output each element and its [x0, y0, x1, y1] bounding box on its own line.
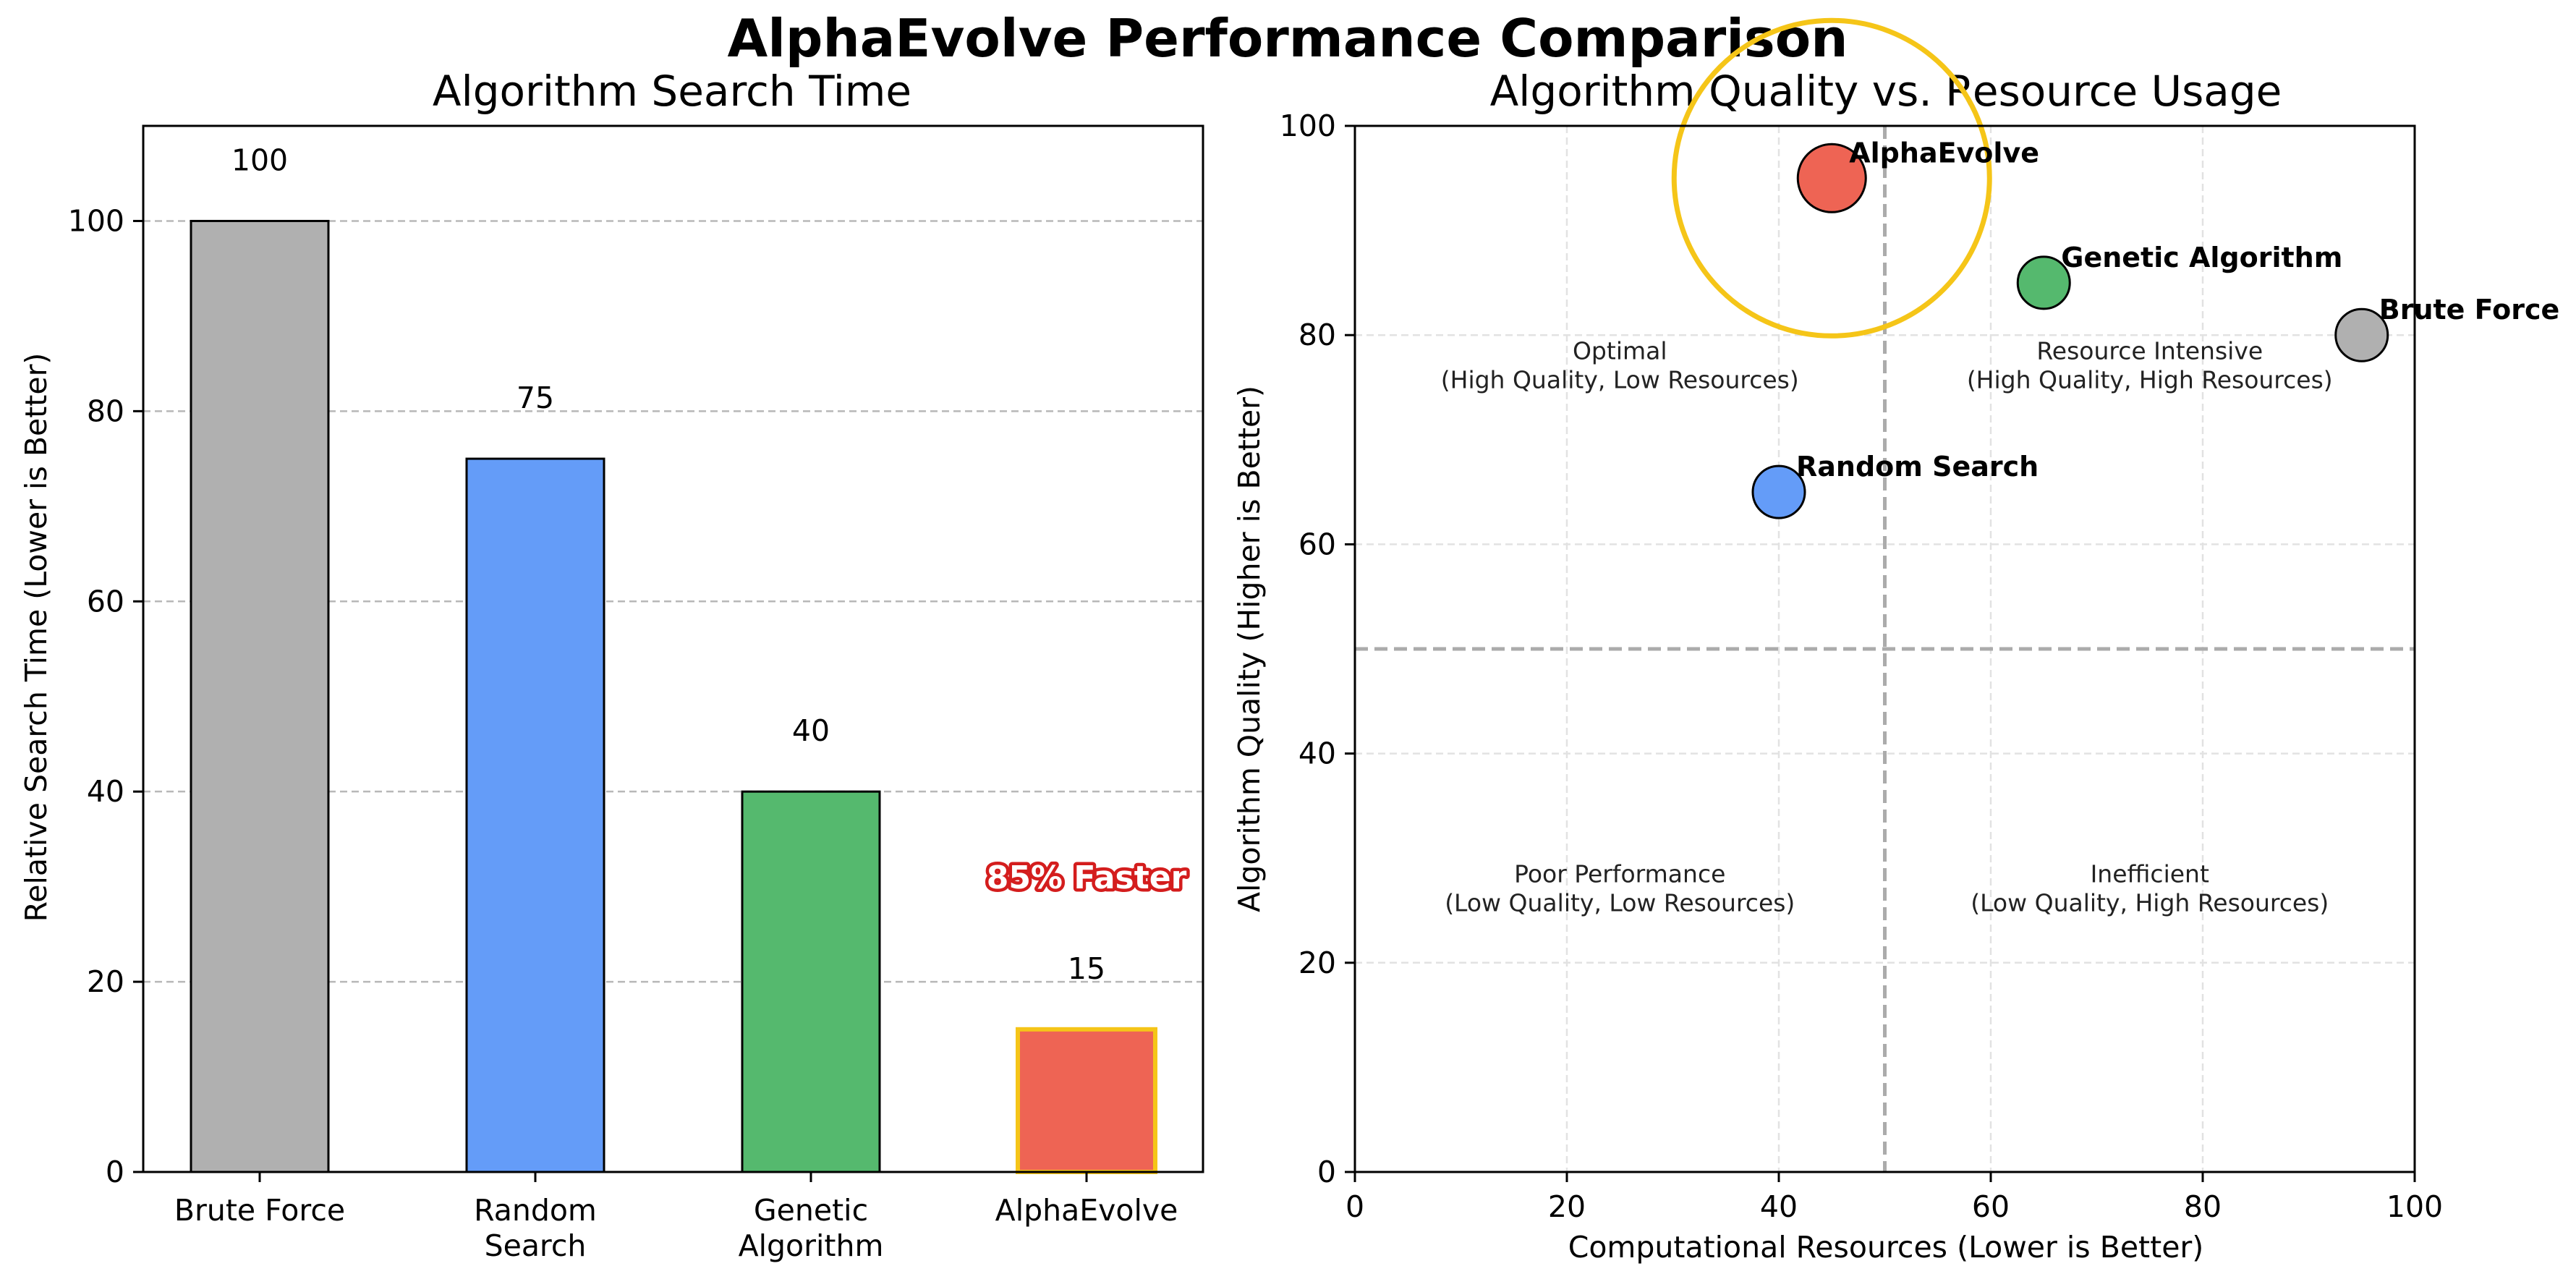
bar-chart-x-tick-label: Random Search [474, 1193, 597, 1263]
scatter-chart-ticks: 0 20 40 60 80 100 0 20 40 60 80 100 [1280, 109, 2443, 1224]
scatter-chart-quadrant-labels: Optimal (High Quality, Low Resources) Reso… [1441, 337, 2333, 917]
scatter-chart-gridlines [1355, 126, 2415, 1172]
scatter-point [2334, 307, 2389, 362]
bar [741, 790, 881, 1173]
scatter-chart-y-tick-label: 60 [1298, 527, 1336, 561]
quadrant-label-line: (Low Quality, Low Resources) [1445, 889, 1795, 917]
bar [465, 457, 605, 1173]
quadrant-label: Inefficient (Low Quality, High Resources) [1971, 860, 2329, 917]
scatter-chart-y-tick-label: 40 [1298, 736, 1336, 771]
scatter-point-label: Genetic Algorithm [2061, 242, 2342, 273]
scatter-chart-plot-frame [1353, 124, 2416, 1173]
bar [1016, 1027, 1157, 1175]
bar-chart-panel: Algorithm Search Time Relative Search Ti… [19, 67, 1204, 1263]
scatter-chart-y-axis-label: Algorithm Quality (Higher is Better) [1232, 386, 1267, 912]
bar-chart-x-tick-label-line: Search [485, 1228, 587, 1263]
scatter-chart-x-tick-label: 80 [2184, 1189, 2222, 1224]
quadrant-label-line: Optimal [1573, 337, 1667, 365]
scatter-chart-x-tick-label: 40 [1760, 1189, 1798, 1224]
bar-chart-y-tick-label: 60 [87, 584, 124, 619]
scatter-chart-x-axis-label: Computational Resources (Lower is Better… [1568, 1230, 2204, 1265]
bar-chart-x-tick-label: Genetic Algorithm [739, 1193, 884, 1263]
bar-chart-y-tick-label: 40 [87, 774, 124, 809]
bar-chart-x-tick-label-line: Genetic [754, 1193, 868, 1228]
bar-chart-x-tick-label-line: AlphaEvolve [995, 1193, 1178, 1228]
bar-chart-ticks: 0 20 40 60 80 100 Brute Force Random Search Genet… [68, 203, 1178, 1263]
scatter-point-label: Random Search [1796, 451, 2039, 483]
quadrant-label: Resource Intensive (High Quality, High Re… [1967, 337, 2333, 394]
bar-chart-plot-frame [142, 124, 1204, 1173]
bar-chart-x-tick-label: AlphaEvolve [995, 1193, 1178, 1228]
quadrant-label-line: (High Quality, Low Resources) [1441, 366, 1799, 394]
scatter-chart-x-tick-label: 100 [2386, 1189, 2443, 1224]
quadrant-label-line: Poor Performance [1514, 860, 1725, 888]
bar [190, 219, 330, 1173]
scatter-point [1751, 464, 1806, 519]
scatter-chart-y-tick-label: 0 [1317, 1155, 1336, 1189]
scatter-point [1796, 143, 1867, 213]
scatter-chart-panel: Algorithm Quality vs. Resource Usage Alg… [1232, 17, 2560, 1265]
scatter-point [2016, 255, 2071, 310]
bar-chart-x-tick-label-line: Algorithm [739, 1228, 884, 1263]
bar-chart-x-tick-label-line: Random [474, 1193, 597, 1228]
speedup-annotation: 85% Faster [987, 859, 1187, 896]
scatter-chart-x-tick-label: 0 [1346, 1189, 1364, 1224]
figure-title: AlphaEvolve Performance Comparison [728, 8, 1848, 69]
scatter-chart-x-tick-label: 20 [1548, 1189, 1586, 1224]
bar-chart-x-tick-label: Brute Force [174, 1193, 345, 1228]
bar-chart-y-tick-label: 20 [87, 964, 124, 999]
quadrant-label-line: (High Quality, High Resources) [1967, 366, 2333, 394]
scatter-chart-title: Algorithm Quality vs. Resource Usage [1490, 67, 2282, 116]
bar-value-label: 100 [231, 143, 288, 177]
bar-chart-y-tick-label: 80 [87, 394, 124, 428]
bar-chart-bars: 100 75 40 15 [190, 143, 1157, 1175]
scatter-chart-x-tick-label: 60 [1972, 1189, 2010, 1224]
bar-value-label: 75 [517, 381, 554, 415]
bar-chart-y-tick-label: 100 [68, 203, 124, 238]
scatter-chart-y-tick-label: 100 [1280, 109, 1336, 143]
quadrant-label: Poor Performance (Low Quality, Low Resour… [1445, 860, 1795, 917]
bar-value-label: 40 [792, 713, 830, 748]
scatter-chart-points: Brute Force Random Search Genetic Algorith… [1671, 17, 2560, 519]
scatter-point-label: Brute Force [2379, 294, 2560, 326]
quadrant-label-line: (Low Quality, High Resources) [1971, 889, 2329, 917]
quadrant-label: Optimal (High Quality, Low Resources) [1441, 337, 1799, 394]
highlight-ring [1671, 17, 1992, 339]
quadrant-label-line: Inefficient [2091, 860, 2209, 888]
quadrant-label-line: Resource Intensive [2036, 337, 2263, 365]
scatter-chart-y-tick-label: 80 [1298, 318, 1336, 352]
bar-chart-title: Algorithm Search Time [433, 67, 911, 116]
bar-chart-x-tick-label-line: Brute Force [174, 1193, 345, 1228]
bar-chart-y-axis-label: Relative Search Time (Lower is Better) [19, 353, 54, 922]
bar-value-label: 15 [1068, 951, 1105, 986]
bar-chart-y-tick-label: 0 [106, 1155, 124, 1189]
scatter-point-label: AlphaEvolve [1849, 137, 2039, 169]
scatter-chart-y-tick-label: 20 [1298, 946, 1336, 980]
